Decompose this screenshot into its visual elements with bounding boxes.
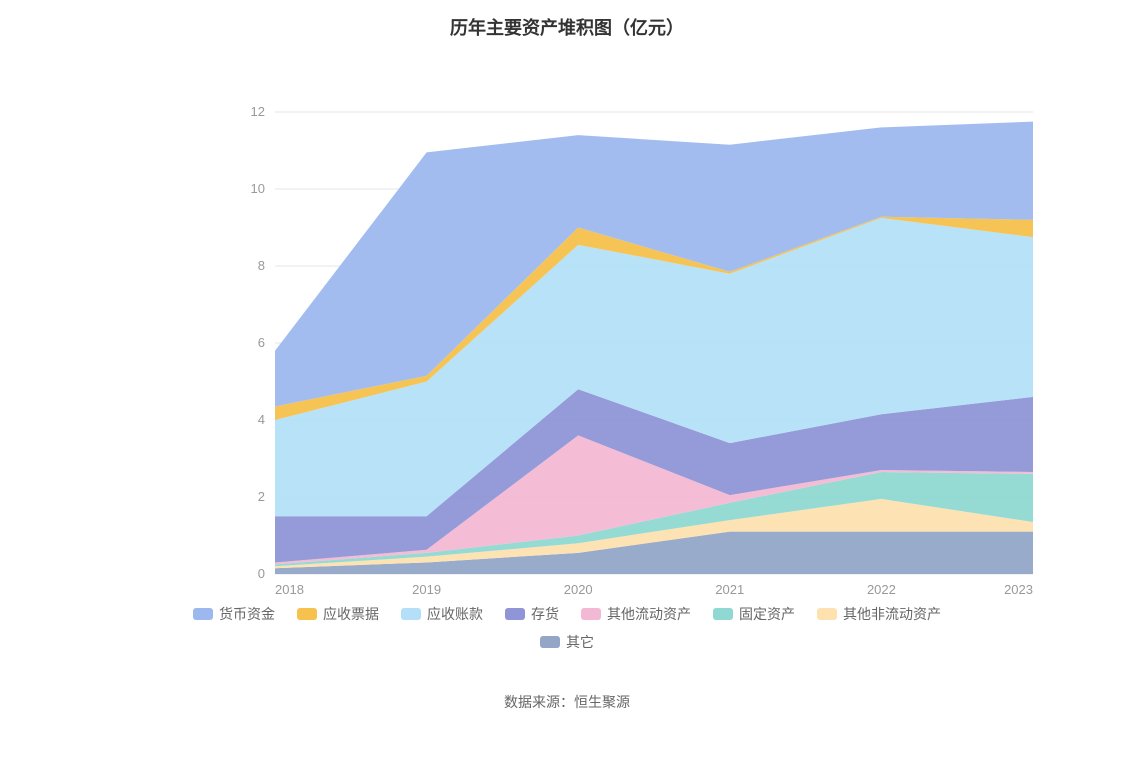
legend-label: 存货 <box>531 604 559 624</box>
svg-text:8: 8 <box>258 258 265 273</box>
legend-swatch <box>193 608 213 620</box>
svg-text:2: 2 <box>258 489 265 504</box>
legend-label: 应收账款 <box>427 604 483 624</box>
legend-swatch <box>505 608 525 620</box>
svg-text:2023: 2023 <box>1004 582 1033 597</box>
svg-text:2018: 2018 <box>275 582 304 597</box>
legend-item[interactable]: 其他流动资产 <box>581 604 691 624</box>
svg-text:2020: 2020 <box>564 582 593 597</box>
svg-text:2019: 2019 <box>412 582 441 597</box>
data-source-label: 数据来源：恒生聚源 <box>0 692 1134 712</box>
stacked-area-plot: 0 2 4 6 8 10 12 2018 2019 2020 2021 2022 2023 <box>0 40 1134 604</box>
svg-text:4: 4 <box>258 412 265 427</box>
legend-swatch <box>713 608 733 620</box>
svg-text:6: 6 <box>258 335 265 350</box>
legend-swatch <box>581 608 601 620</box>
legend-label: 其它 <box>566 632 594 652</box>
svg-text:0: 0 <box>258 566 265 581</box>
chart-container: 历年主要资产堆积图（亿元） 0 2 4 6 8 10 12 2018 2019 2020 2021 2… <box>0 0 1134 766</box>
legend-item[interactable]: 应收账款 <box>401 604 483 624</box>
legend-item[interactable]: 固定资产 <box>713 604 795 624</box>
legend-label: 货币资金 <box>219 604 275 624</box>
chart-title: 历年主要资产堆积图（亿元） <box>0 0 1134 40</box>
legend-swatch <box>817 608 837 620</box>
legend-item[interactable]: 货币资金 <box>193 604 275 624</box>
svg-text:2022: 2022 <box>867 582 896 597</box>
legend-item[interactable]: 其他非流动资产 <box>817 604 941 624</box>
legend-item[interactable]: 存货 <box>505 604 559 624</box>
legend-swatch <box>401 608 421 620</box>
legend-label: 固定资产 <box>739 604 795 624</box>
chart-plot-wrap: 0 2 4 6 8 10 12 2018 2019 2020 2021 2022 2023 <box>0 40 1134 604</box>
legend-item[interactable]: 应收票据 <box>297 604 379 624</box>
svg-text:10: 10 <box>251 181 265 196</box>
legend: 货币资金 应收票据 应收账款 存货 其他流动资产 固定资产 其他非流动资产其它 <box>167 604 967 652</box>
legend-label: 其他流动资产 <box>607 604 691 624</box>
legend-item[interactable]: 其它 <box>540 632 594 652</box>
legend-label: 应收票据 <box>323 604 379 624</box>
legend-swatch <box>540 636 560 648</box>
legend-swatch <box>297 608 317 620</box>
legend-label: 其他非流动资产 <box>843 604 941 624</box>
svg-text:12: 12 <box>251 104 265 119</box>
svg-text:2021: 2021 <box>715 582 744 597</box>
